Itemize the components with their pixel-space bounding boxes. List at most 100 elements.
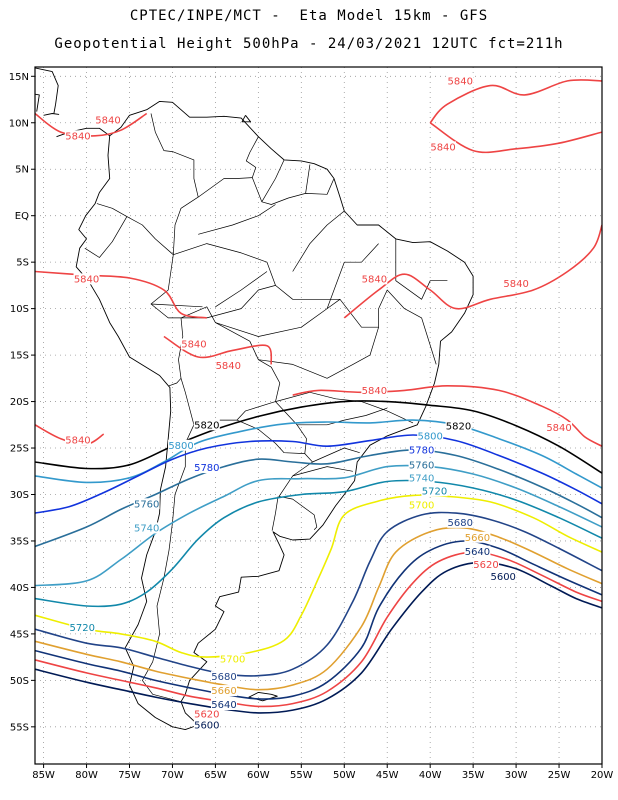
y-tick-label: 5N xyxy=(15,165,29,176)
contour-label-bg xyxy=(490,570,517,582)
contour-label-5840: 5840 xyxy=(65,435,90,446)
contour-label-5820: 5820 xyxy=(194,420,219,431)
contour-label-5840: 5840 xyxy=(503,279,528,290)
contour-label-bg xyxy=(69,621,96,633)
contour-label-5840: 5840 xyxy=(448,77,473,88)
y-tick-label: 15N xyxy=(9,72,29,83)
y-tick-label: 5S xyxy=(16,258,29,269)
contour-label-5640: 5640 xyxy=(465,547,490,558)
contour-5840 xyxy=(292,385,602,447)
contour-label-bg xyxy=(361,384,388,396)
contour-label-5840: 5840 xyxy=(216,361,241,372)
border-line xyxy=(198,204,276,235)
x-tick-label: 35W xyxy=(462,770,485,781)
contour-5820 xyxy=(35,400,602,474)
contour-label-5780: 5780 xyxy=(409,445,434,456)
x-tick-label: 60W xyxy=(247,770,270,781)
border-line xyxy=(84,216,128,258)
contour-label-bg xyxy=(408,499,435,511)
contour-label-bg xyxy=(447,75,474,87)
contour-label-bg xyxy=(215,359,242,371)
contour-label-bg xyxy=(211,699,237,711)
border-layer xyxy=(84,113,448,703)
map-title-line2: Geopotential Height 500hPa - 24/03/2021 … xyxy=(54,36,564,52)
contour-label-5840: 5840 xyxy=(430,143,455,154)
coastline-layer xyxy=(35,67,474,731)
y-tick-label: 20S xyxy=(10,397,29,408)
contour-label-5740: 5740 xyxy=(134,524,159,535)
contour-label-5820: 5820 xyxy=(446,421,471,432)
x-tick-label: 25W xyxy=(548,770,571,781)
map-background xyxy=(35,67,602,764)
contour-5840 xyxy=(429,79,602,124)
contour-label-5800: 5800 xyxy=(417,432,442,443)
contour-label-5840: 5840 xyxy=(362,386,387,397)
border-line xyxy=(96,203,174,255)
contour-label-5760: 5760 xyxy=(409,460,434,471)
contour-label-5840: 5840 xyxy=(362,274,387,285)
border-line xyxy=(150,254,184,387)
border-line xyxy=(150,303,203,308)
contour-label-bg xyxy=(133,498,160,510)
contour-5640 xyxy=(35,540,602,700)
y-tick-label: EQ xyxy=(15,211,29,222)
border-line xyxy=(197,177,253,198)
contour-label-bg xyxy=(421,485,448,497)
axis-tick-layer: 85W 80W 75W 70W 65W 60W 55W 50W 45W 40W 35W 30W 25W 2… xyxy=(9,72,614,781)
contour-label-bg xyxy=(64,434,91,446)
contour-label-5720: 5720 xyxy=(70,623,95,634)
contour-label-layer: 5840 5840 5840 5840 5840 5840 5840 5840 5840 5840… xyxy=(64,75,573,732)
contour-label-bg xyxy=(168,439,195,451)
contour-5620 xyxy=(35,551,602,708)
contour-label-bg xyxy=(64,130,91,142)
border-line xyxy=(150,113,199,255)
contour-layer xyxy=(35,79,602,714)
border-line xyxy=(395,238,448,300)
x-tick-label: 75W xyxy=(118,770,141,781)
contour-label-bg xyxy=(408,459,435,471)
contour-5740 xyxy=(35,464,602,587)
contour-label-bg xyxy=(211,685,237,697)
contour-label-bg xyxy=(473,558,500,570)
contour-5840 xyxy=(343,224,602,319)
border-line xyxy=(181,285,340,319)
coastline xyxy=(75,100,474,731)
contour-label-5840: 5840 xyxy=(74,274,99,285)
x-tick-label: 50W xyxy=(333,770,356,781)
border-line xyxy=(292,210,345,272)
contour-label-bg xyxy=(503,278,530,290)
map-frame xyxy=(34,66,603,765)
contour-label-bg xyxy=(445,420,472,432)
contour-label-bg xyxy=(193,708,220,720)
contour-label-5620: 5620 xyxy=(473,560,498,571)
border-line xyxy=(258,327,379,379)
contour-label-bg xyxy=(417,430,444,442)
contour-label-5620: 5620 xyxy=(194,709,219,720)
contour-5600 xyxy=(35,561,602,714)
border-line xyxy=(297,407,388,426)
x-tick-label: 30W xyxy=(505,770,528,781)
y-tick-label: 15S xyxy=(10,351,29,362)
border-line xyxy=(215,271,268,308)
coastline xyxy=(35,67,59,114)
y-tick-label: 40S xyxy=(10,583,29,594)
x-tick-label: 55W xyxy=(290,770,313,781)
contour-label-5700: 5700 xyxy=(220,655,245,666)
contour-label-bg xyxy=(219,653,246,665)
contour-label-bg xyxy=(211,671,237,683)
contour-label-bg xyxy=(180,338,207,350)
contour-5840 xyxy=(35,112,148,137)
contour-5660 xyxy=(35,526,602,691)
contour-5780 xyxy=(35,434,602,514)
contour-label-5700: 5700 xyxy=(409,500,434,511)
border-line xyxy=(261,159,285,202)
contour-label-bg xyxy=(133,522,160,534)
contour-5840 xyxy=(429,122,602,154)
contour-label-5720: 5720 xyxy=(422,486,447,497)
border-line xyxy=(236,401,307,454)
contour-label-5840: 5840 xyxy=(65,131,90,142)
contour-label-bg xyxy=(95,114,122,126)
contour-label-5840: 5840 xyxy=(546,423,571,434)
y-tick-label: 10N xyxy=(9,118,29,129)
